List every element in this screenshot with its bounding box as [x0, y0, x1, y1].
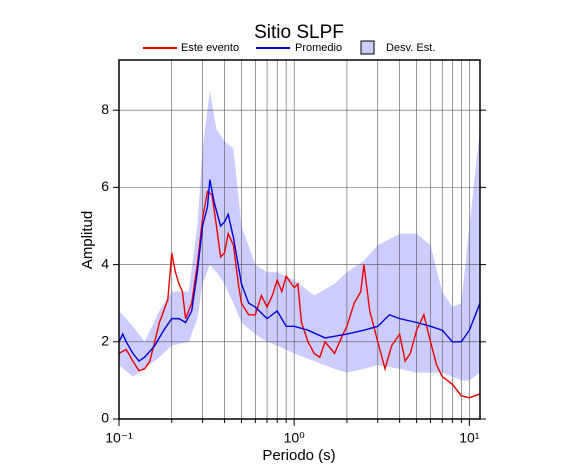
- y-tick-label: 6: [101, 178, 109, 194]
- x-tick-label: 10¹: [459, 430, 480, 446]
- y-axis-label: Amplitud: [79, 211, 96, 269]
- legend-swatch: [360, 40, 375, 55]
- series-line: [118, 189, 481, 399]
- legend-label: Este evento: [181, 42, 239, 54]
- legend-label: Desv. Est.: [386, 42, 435, 54]
- x-axis-label: Periodo (s): [262, 447, 335, 464]
- std-band: [119, 90, 480, 381]
- y-tick-label: 0: [101, 410, 109, 426]
- chart-title: Sitio SLPF: [254, 22, 344, 43]
- series-line: [118, 179, 481, 363]
- y-tick-label: 4: [101, 255, 109, 271]
- x-tick-label: 10⁻¹: [105, 430, 133, 446]
- x-tick-label: 10⁰: [284, 430, 306, 446]
- y-tick-label: 8: [101, 101, 109, 117]
- plot-frame: [118, 59, 481, 420]
- legend-label: Promedio: [295, 42, 342, 54]
- y-tick-label: 2: [101, 332, 109, 348]
